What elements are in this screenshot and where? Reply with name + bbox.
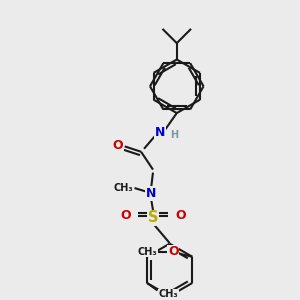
Text: O: O bbox=[168, 245, 178, 258]
Text: O: O bbox=[175, 208, 186, 222]
Text: CH₃: CH₃ bbox=[138, 247, 158, 257]
Text: N: N bbox=[154, 126, 165, 139]
Text: CH₃: CH₃ bbox=[159, 289, 178, 299]
Text: S: S bbox=[148, 210, 158, 225]
Text: O: O bbox=[113, 139, 124, 152]
Text: H: H bbox=[170, 130, 178, 140]
Text: O: O bbox=[121, 208, 131, 222]
Text: N: N bbox=[146, 187, 156, 200]
Text: CH₃: CH₃ bbox=[114, 183, 133, 193]
